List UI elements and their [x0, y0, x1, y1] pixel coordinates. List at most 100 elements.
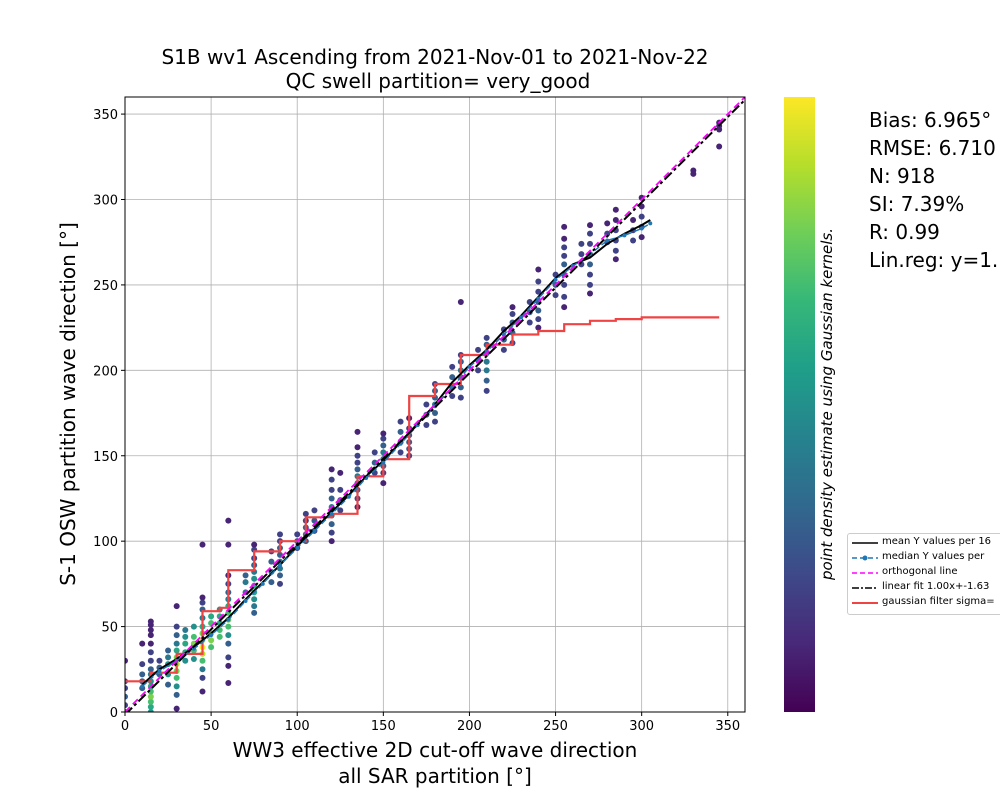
scatter-point — [638, 194, 645, 201]
median-marker — [140, 684, 145, 689]
x-axis-ticks: 0 50 100 150 200 250 300 350 — [121, 712, 740, 734]
scatter-point — [302, 510, 309, 517]
x-tick-label: 300 — [629, 719, 654, 734]
scatter-point — [251, 596, 258, 603]
grid — [124, 97, 745, 713]
median-marker — [467, 364, 472, 369]
median-marker — [346, 494, 351, 499]
scatter-point — [199, 666, 206, 673]
y-tick-label: 250 — [93, 279, 118, 294]
scatter-point — [397, 428, 404, 435]
scatter-point — [125, 657, 128, 664]
scatter-point — [535, 316, 542, 323]
scatter-point — [182, 657, 189, 664]
scatter-point — [328, 529, 335, 536]
scatter-point — [147, 703, 154, 710]
scatter-point — [354, 428, 361, 435]
scatter-point — [173, 705, 180, 712]
scatter-point — [251, 609, 258, 616]
scatter-point — [139, 671, 146, 678]
scatter-point — [147, 649, 154, 656]
scatter-point — [587, 290, 593, 297]
series-line-orthogonal — [125, 97, 745, 712]
y-tick-label: 100 — [93, 535, 118, 550]
scatter-point — [371, 449, 378, 456]
scatter-point — [182, 640, 189, 647]
median-marker — [260, 581, 265, 586]
scatter-point — [612, 247, 619, 254]
scatter-point — [587, 281, 593, 288]
scatter-point — [165, 654, 172, 661]
x-axis-label-line-1: WW3 effective 2D cut-off wave direction — [233, 738, 638, 762]
scatter-point — [638, 234, 645, 241]
legend-label-orthogonal: orthogonal line — [882, 566, 958, 577]
median-marker — [226, 617, 231, 622]
scatter-point — [535, 266, 542, 273]
scatter-point — [199, 594, 206, 601]
scatter-point — [337, 507, 344, 514]
median-marker — [639, 226, 644, 231]
scatter-point — [225, 679, 232, 686]
scatter-point — [216, 633, 223, 640]
scatter-point — [328, 495, 335, 502]
scatter-point — [225, 517, 232, 524]
scatter-point — [561, 252, 568, 259]
scatter-point — [173, 674, 180, 681]
scatter-point — [552, 292, 559, 299]
x-tick-label: 250 — [543, 719, 568, 734]
scatter-point — [561, 235, 568, 242]
scatter-point — [199, 674, 206, 681]
scatter-point — [294, 531, 301, 538]
scatter-point — [125, 685, 128, 692]
scatter-point — [225, 654, 232, 661]
scatter-point — [225, 632, 232, 639]
legend: mean Y values per 16 median Y values per… — [847, 533, 1000, 615]
scatter-point — [190, 633, 197, 640]
scatter-point — [173, 691, 180, 698]
scatter-point — [165, 681, 172, 688]
scatter-point — [190, 623, 197, 630]
scatter-point — [190, 656, 197, 663]
scatter-point — [690, 167, 697, 174]
scatter-point — [535, 307, 542, 314]
scatter-point — [354, 459, 361, 466]
scatter-point — [535, 288, 542, 295]
scatter-point — [268, 579, 275, 586]
scatter-point — [173, 640, 180, 647]
scatter-point — [216, 613, 223, 620]
x-tick-label: 200 — [457, 719, 482, 734]
scatter-point — [587, 230, 593, 237]
median-marker — [295, 546, 300, 550]
plot-area-frame — [124, 96, 746, 713]
scatter-point — [225, 640, 232, 647]
x-tick-label: 350 — [715, 719, 740, 734]
scatter-point — [483, 377, 490, 384]
median-marker — [605, 238, 610, 243]
scatter-point — [371, 459, 378, 466]
scatter-point — [716, 143, 723, 150]
scatter-point — [147, 640, 154, 647]
scatter-point — [423, 422, 430, 428]
scatter-point — [328, 538, 335, 545]
scatter-point — [587, 222, 593, 229]
scatter-point — [561, 281, 568, 288]
scatter-point — [630, 217, 637, 223]
scatter-point — [535, 278, 542, 285]
scatter-point — [328, 486, 335, 493]
scatter-point — [423, 401, 430, 408]
scatter-point — [147, 666, 154, 673]
scatter-point — [147, 627, 154, 633]
scatter-point — [199, 657, 206, 664]
scatter-point — [139, 640, 146, 647]
scatter-point — [535, 324, 542, 331]
median-marker — [622, 233, 627, 238]
scatter-point — [638, 213, 645, 220]
series-line-gaussian — [125, 316, 720, 683]
scatter-point — [208, 637, 215, 644]
colorbar-label: point density estimate using Gaussian ke… — [818, 228, 836, 581]
x-tick-label: 100 — [285, 719, 310, 734]
y-axis-ticks: 0 50 100 150 200 250 300 350 — [93, 108, 125, 721]
scatter-point — [587, 271, 593, 278]
scatter-point — [483, 358, 490, 365]
